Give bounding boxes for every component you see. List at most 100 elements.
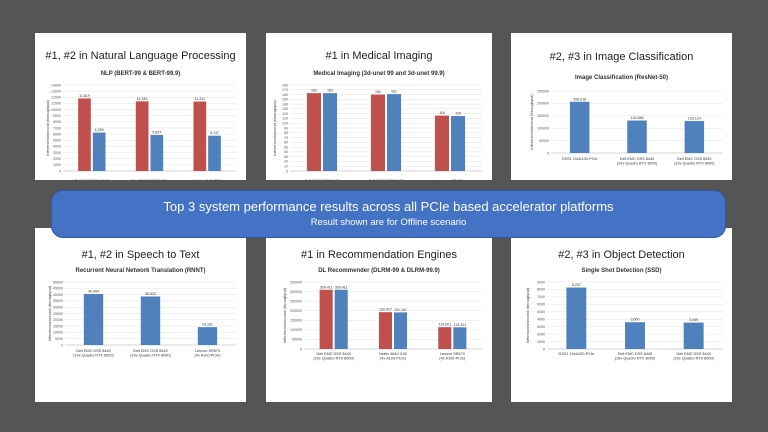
data-label: 8,257 xyxy=(572,283,581,287)
bar xyxy=(83,294,104,345)
bar xyxy=(306,93,321,171)
y-tick-label: 14000 xyxy=(51,83,61,87)
card-recommendation: #1 in Recommendation Engines DL Recommen… xyxy=(266,228,492,402)
y-tick-label: 9000 xyxy=(53,114,61,118)
y-tick-label: 35000 xyxy=(53,299,63,303)
chart-title: Recurrent Neural Network Translation (RN… xyxy=(75,268,205,274)
category-label: Lenovo SR670(4x A100-PCIe) xyxy=(195,349,222,358)
bar xyxy=(394,312,408,349)
y-tick-label: 50000 xyxy=(292,338,302,342)
y-axis-label: Inferences/second (throughput) xyxy=(525,287,530,343)
data-label: 11,311 xyxy=(195,97,205,101)
bar xyxy=(334,289,348,349)
y-tick-label: 130 xyxy=(282,107,288,111)
chart-title: DL Recommender (DLRM-99 & DLRM-99.9) xyxy=(318,268,440,274)
y-tick-label: 40 xyxy=(284,150,288,154)
y-tick-label: 0 xyxy=(286,169,288,173)
y-tick-label: 10000 xyxy=(51,108,61,112)
chart-title: Medical Imaging (3d-unet 99 and 3d-unet … xyxy=(313,71,444,77)
bar xyxy=(208,135,221,171)
y-axis-label: Inferences/second (throughput) xyxy=(45,100,50,156)
y-tick-label: 8000 xyxy=(53,120,61,124)
data-label: 6,259 xyxy=(95,128,104,132)
chart-title: NLP (BERT-99 & BERT-99.9) xyxy=(101,71,181,77)
y-tick-label: 7000 xyxy=(53,126,61,130)
y-tick-label: 70 xyxy=(284,136,288,140)
data-label: 163 xyxy=(327,89,333,93)
category-label: DSS1 10xA100-PCIe xyxy=(558,352,594,356)
y-tick-label: 12000 xyxy=(51,96,61,100)
bar xyxy=(566,287,587,349)
banner-title: Top 3 system performance results across … xyxy=(163,199,614,214)
bar-chart: NLP (BERT-99 & BERT-99.9) Inferences/seco… xyxy=(45,71,236,180)
y-tick-label: 110 xyxy=(282,117,288,121)
y-tick-label: 8000 xyxy=(537,288,545,292)
data-label: 163 xyxy=(311,89,317,93)
data-label: 192,417 xyxy=(379,308,392,312)
category-label: Dell EMC DSS 8440(10x Quadro RTX 8000) xyxy=(615,352,656,361)
y-tick-label: 100000 xyxy=(290,328,302,332)
category-label: Dell EMC DSS 8440(10x Quadro RTX 8000) xyxy=(366,179,407,180)
category-label: Lenovo SR670(4x A100-PCIe) xyxy=(439,352,466,361)
y-tick-label: 150000 xyxy=(290,319,302,323)
y-tick-label: 4000 xyxy=(53,145,61,149)
bar-chart: Medical Imaging (3d-unet 99 and 3d-unet … xyxy=(272,71,482,180)
data-label: 161 xyxy=(391,90,397,94)
bar xyxy=(140,296,161,345)
card-object-detection: #2, #3 in Object Detection Single Shot D… xyxy=(511,228,732,402)
bar xyxy=(193,101,207,171)
y-tick-label: 150000 xyxy=(537,114,549,118)
y-axis-label: Inferences/second (throughput) xyxy=(282,287,287,343)
y-tick-label: 6000 xyxy=(53,132,61,136)
y-tick-label: 40000 xyxy=(53,293,63,297)
data-label: 3,549 xyxy=(689,318,698,322)
y-tick-label: 0 xyxy=(59,169,61,173)
card-image-classification: #2, #3 in Image Classification Image Cla… xyxy=(511,33,732,180)
y-tick-label: 2000 xyxy=(53,157,61,161)
y-tick-label: 25000 xyxy=(53,312,63,316)
y-tick-label: 3000 xyxy=(53,151,61,155)
card-heading: #1 in Medical Imaging xyxy=(325,50,433,62)
y-axis-label: Inferences/second (throughput) xyxy=(529,94,534,150)
data-label: 14,181 xyxy=(202,323,213,327)
category-label: Dell EMC DSS 8440(10x Quadro RTX 8000) xyxy=(130,349,171,358)
y-tick-label: 30000 xyxy=(53,306,63,310)
y-tick-label: 50000 xyxy=(53,280,63,284)
y-tick-label: 1000 xyxy=(53,163,61,167)
card-speech-to-text: #1, #2 in Speech to Text Recurrent Neura… xyxy=(35,228,246,402)
y-tick-label: 10000 xyxy=(53,331,63,335)
bar xyxy=(92,132,106,171)
y-axis-label: Inferences/second (throughput) xyxy=(272,100,277,156)
y-tick-label: 250000 xyxy=(290,299,302,303)
y-tick-label: 1000 xyxy=(537,340,545,344)
y-tick-label: 15000 xyxy=(53,324,63,328)
data-label: 11,344 xyxy=(137,97,148,101)
data-label: 309,411 xyxy=(320,285,333,289)
y-tick-label: 90 xyxy=(284,126,288,130)
summary-banner: Top 3 system performance results across … xyxy=(51,190,726,238)
y-tick-label: 100 xyxy=(282,122,288,126)
bar-chart: Recurrent Neural Network Translation (RN… xyxy=(47,268,236,358)
data-label: 38,533 xyxy=(145,292,156,296)
data-label: 5,857 xyxy=(152,131,161,135)
data-label: 40,454 xyxy=(88,290,99,294)
category-label: Netrix 4640 G30(4x A100-PCIe) xyxy=(193,179,221,180)
card-heading: #1, #2 in Speech to Text xyxy=(81,249,200,261)
y-tick-label: 11000 xyxy=(51,102,61,106)
bar xyxy=(378,312,392,349)
y-tick-label: 120 xyxy=(282,112,288,116)
data-label: 115 xyxy=(455,112,461,116)
y-tick-label: 160 xyxy=(282,93,288,97)
y-tick-label: 0 xyxy=(61,343,63,347)
bar xyxy=(453,327,467,349)
category-label: Dell EMC DSS 8440(10x Quadro RTX 8000) xyxy=(673,352,714,361)
category-label: Dell EMC DSS 8440(10x Quadro RTX 8000) xyxy=(72,179,113,180)
y-tick-label: 300000 xyxy=(290,290,302,294)
bar xyxy=(434,115,449,171)
chart-title: Image Classification (ResNet-50) xyxy=(575,75,668,81)
bar xyxy=(370,94,385,171)
y-tick-label: 45000 xyxy=(53,287,63,291)
y-tick-label: 7000 xyxy=(537,295,545,299)
bar xyxy=(319,289,333,349)
card-heading: #2, #3 in Image Classification xyxy=(549,51,694,63)
